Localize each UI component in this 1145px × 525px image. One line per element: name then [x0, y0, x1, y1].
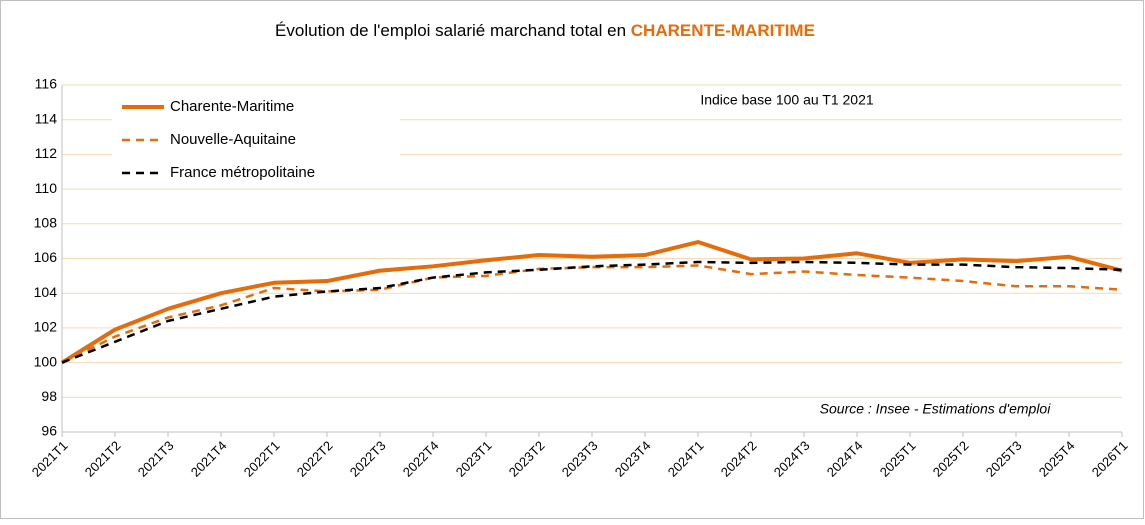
y-tick-label: 110 — [35, 180, 58, 196]
series-line — [60, 240, 1123, 365]
y-tick-label: 102 — [34, 319, 58, 335]
legend-label: France métropolitaine — [170, 164, 315, 181]
y-tick-label: 96 — [41, 423, 57, 439]
y-tick-label: 104 — [34, 284, 58, 300]
chart-title: Évolution de l'emploi salarié marchand t… — [275, 21, 815, 40]
y-tick-label: 106 — [34, 249, 58, 265]
y-tick-label: 98 — [41, 388, 57, 404]
series-line — [61, 264, 1123, 364]
y-tick-label: 100 — [34, 353, 58, 369]
title-highlight: CHARENTE-MARITIME — [631, 21, 815, 40]
legend-label: Charente-Maritime — [170, 98, 294, 115]
y-tick-label: 112 — [35, 145, 58, 161]
y-tick-label: 114 — [35, 110, 58, 126]
annotation: Indice base 100 au T1 2021 — [700, 92, 874, 108]
y-tick-label: 116 — [35, 76, 58, 92]
y-tick-label: 108 — [34, 215, 58, 231]
legend-label: Nouvelle-Aquitaine — [170, 131, 296, 148]
title-main: Évolution de l'emploi salarié marchand t… — [275, 21, 631, 40]
series-line — [61, 260, 1123, 364]
annotation: Source : Insee - Estimations d'emploi — [820, 401, 1052, 417]
